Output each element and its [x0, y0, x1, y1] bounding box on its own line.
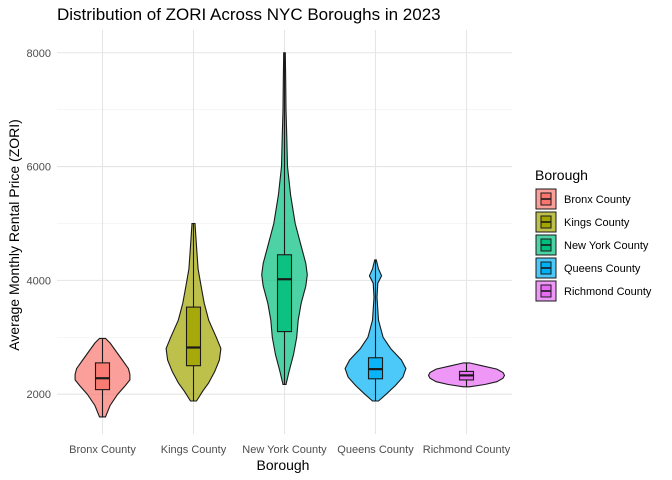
legend-item: New York County: [535, 234, 649, 256]
box-iqr: [185, 306, 202, 367]
violin-group: [74, 337, 131, 418]
legend-item: Queens County: [535, 257, 641, 279]
chart-title: Distribution of ZORI Across NYC Boroughs…: [57, 5, 441, 24]
violin-group: [344, 259, 407, 402]
legend-items: Bronx County Kings County New York County Q…: [535, 188, 652, 302]
y-tick-label: 2000: [27, 389, 51, 401]
x-axis-title: Borough: [257, 457, 310, 473]
legend-item: Kings County: [535, 211, 630, 233]
box-iqr: [276, 254, 293, 333]
legend-label: New York County: [564, 240, 649, 252]
x-tick-label: Bronx County: [69, 444, 136, 456]
violin-group: [261, 52, 308, 386]
y-axis-title: Average Monthly Rental Price (ZORI): [6, 119, 22, 351]
y-tick-label: 6000: [27, 162, 51, 174]
x-tick-label: Queens County: [337, 444, 414, 456]
legend-title: Borough: [535, 167, 588, 183]
legend-label: Kings County: [564, 217, 630, 229]
y-tick-label: 8000: [27, 48, 51, 60]
box-iqr: [94, 362, 111, 391]
x-tick-label: New York County: [242, 444, 327, 456]
x-axis-ticks: Bronx County Kings County New York County Q…: [69, 444, 511, 456]
x-tick-label: Kings County: [161, 444, 227, 456]
legend-item: Bronx County: [535, 188, 631, 210]
legend-item: Richmond County: [535, 280, 652, 302]
x-tick-label: Richmond County: [423, 444, 511, 456]
violins: [74, 52, 506, 418]
violin-group: [165, 222, 222, 402]
y-axis-ticks: 2000 4000 6000 8000: [27, 48, 51, 401]
y-tick-label: 4000: [27, 275, 51, 287]
legend-label: Queens County: [564, 263, 641, 275]
violin-group: [427, 362, 506, 388]
legend: Borough Bronx County Kings County New York…: [535, 167, 652, 302]
legend-label: Richmond County: [564, 286, 652, 298]
legend-label: Bronx County: [564, 194, 631, 206]
